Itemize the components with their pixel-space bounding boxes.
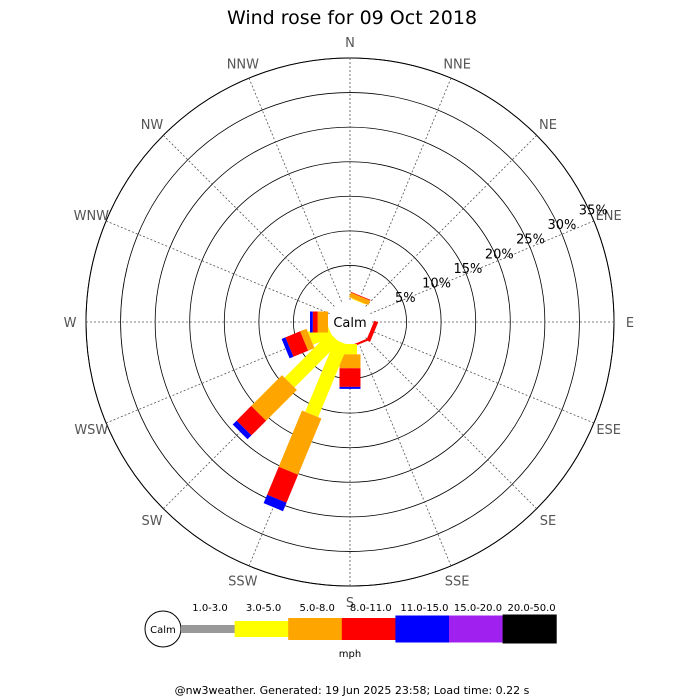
legend-swatch-7 bbox=[502, 614, 557, 644]
spoke-nne bbox=[358, 77, 452, 302]
ring-labels: 5% 10%15%20%25%30%35% bbox=[395, 203, 608, 306]
spoke-nw bbox=[163, 135, 335, 307]
ring-label-1: 5% bbox=[395, 291, 416, 306]
petal-s-bin-4 bbox=[339, 368, 361, 387]
spoke-ne bbox=[365, 135, 537, 307]
petal-ssw-bin-4 bbox=[267, 466, 299, 503]
direction-label-wnw: WNW bbox=[74, 209, 110, 224]
direction-label-ese: ESE bbox=[596, 423, 621, 438]
legend-calm-label: Calm bbox=[150, 625, 176, 636]
legend-label-3: 5.0-8.0 bbox=[299, 603, 334, 614]
petal-wsw-bin-3 bbox=[300, 328, 315, 351]
petal-nne-bin-2 bbox=[352, 298, 366, 305]
ring-label-6: 30% bbox=[547, 218, 576, 233]
grid-ring-4 bbox=[189, 161, 511, 483]
calm-label: Calm bbox=[333, 316, 366, 331]
petal-sw-bin-5 bbox=[232, 420, 252, 440]
spoke-se bbox=[365, 337, 537, 509]
grid-ring-3 bbox=[223, 195, 477, 449]
petal-wsw-bin-5 bbox=[281, 337, 294, 359]
petal-w-bin-3 bbox=[317, 311, 328, 333]
ring-label-4: 20% bbox=[485, 247, 514, 262]
direction-label-ne: NE bbox=[539, 118, 557, 133]
legend-swatch-5 bbox=[395, 615, 450, 643]
legend-swatch-4 bbox=[341, 618, 396, 640]
legend-label-5: 11.0-15.0 bbox=[400, 603, 448, 614]
spoke-nnw bbox=[248, 77, 342, 302]
legend-unit-label: mph bbox=[339, 649, 361, 660]
direction-label-sse: SSE bbox=[445, 575, 470, 590]
legend: Calm 1.0-3.0 3.0-5.0 5.0-8.0 8.0-11.0 11.0-1… bbox=[144, 603, 557, 660]
petal-ssw-bin-2 bbox=[305, 339, 348, 418]
grid-ring-6 bbox=[120, 92, 580, 552]
direction-label-sw: SW bbox=[141, 514, 162, 529]
petal-w-bin-4 bbox=[312, 311, 318, 333]
spoke-sse bbox=[358, 342, 452, 567]
direction-label-wsw: WSW bbox=[74, 423, 108, 438]
legend-swatch-6 bbox=[449, 615, 504, 643]
petal-sw-bin-2 bbox=[284, 332, 340, 388]
direction-label-ssw: SSW bbox=[228, 575, 258, 590]
petal-ese-bin-4 bbox=[366, 320, 379, 342]
legend-label-7: 20.0-50.0 bbox=[508, 603, 556, 614]
wind-petals bbox=[232, 291, 379, 512]
direction-label-s: S bbox=[346, 596, 354, 611]
direction-label-nw: NW bbox=[141, 118, 164, 133]
legend-label-4: 8.0-11.0 bbox=[350, 603, 392, 614]
legend-swatch-2 bbox=[234, 621, 289, 637]
spoke-ese bbox=[370, 330, 595, 424]
legend-label-2: 3.0-5.0 bbox=[246, 603, 281, 614]
petal-sw-bin-4 bbox=[236, 405, 267, 436]
direction-label-e: E bbox=[626, 316, 634, 331]
spoke-wnw bbox=[105, 220, 330, 314]
direction-label-w: W bbox=[64, 316, 77, 331]
spoke-ene bbox=[370, 220, 595, 314]
petal-nne-bin-3 bbox=[349, 292, 371, 306]
petal-s-bin-5 bbox=[339, 386, 361, 389]
ring-label-5: 25% bbox=[516, 233, 545, 248]
direction-label-ene: ENE bbox=[596, 209, 622, 224]
petal-nne-bin-4 bbox=[350, 291, 371, 301]
direction-label-nne: NNE bbox=[443, 57, 471, 72]
petal-sw-bin-3 bbox=[251, 375, 297, 421]
petal-ssw-bin-3 bbox=[278, 410, 322, 475]
petal-w-bin-5 bbox=[310, 311, 313, 333]
petal-wsw-bin-4 bbox=[285, 331, 309, 357]
legend-label-1: 1.0-3.0 bbox=[192, 603, 227, 614]
legend-swatch-3 bbox=[288, 618, 343, 640]
legend-swatch-1 bbox=[181, 625, 236, 633]
ring-label-3: 15% bbox=[453, 262, 482, 277]
petal-ssw-bin-5 bbox=[263, 494, 287, 512]
chart-title: Wind rose for 09 Oct 2018 bbox=[227, 7, 477, 29]
direction-label-nnw: NNW bbox=[227, 57, 259, 72]
direction-labels: N NNE NE ENE E ESE SE SSE S SSW SW WSW W WNW NW NNW bbox=[64, 36, 635, 611]
direction-label-se: SE bbox=[540, 514, 556, 529]
direction-label-n: N bbox=[345, 36, 355, 51]
legend-label-6: 15.0-20.0 bbox=[454, 603, 502, 614]
ring-label-2: 10% bbox=[422, 276, 451, 291]
footer-text: @nw3weather. Generated: 19 Jun 2025 23:5… bbox=[175, 684, 530, 697]
calm-circle bbox=[328, 300, 372, 344]
ring-label-7: 35% bbox=[579, 203, 608, 218]
calm-circle-group: Calm bbox=[328, 300, 372, 344]
petal-s-bin-3 bbox=[339, 354, 361, 369]
